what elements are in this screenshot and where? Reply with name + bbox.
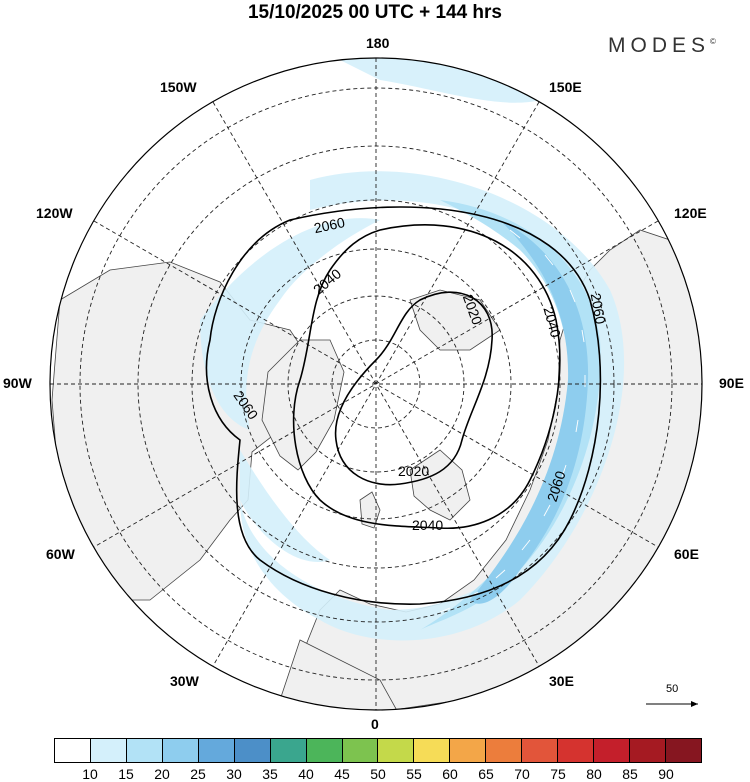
colorbar-swatch: [630, 739, 666, 762]
lon-label-60w: 60W: [46, 546, 75, 562]
jet-atlantic: [240, 450, 330, 562]
lon-label-120e: 120E: [674, 205, 707, 221]
colorbar: [54, 738, 702, 763]
colorbar-swatch: [162, 739, 199, 762]
colorbar-tick-label: 45: [334, 766, 350, 782]
colorbar-tick-label: 90: [658, 766, 674, 782]
brand-mark: ©: [710, 37, 716, 46]
colorbar-swatch: [450, 739, 487, 762]
vector-scale: [646, 701, 698, 707]
jet-band-core: [470, 220, 589, 604]
wind-vector: [561, 464, 567, 478]
colorbar-tick-label: 75: [550, 766, 566, 782]
wind-vector: [543, 504, 551, 517]
colorbar-tick-label: 80: [586, 766, 602, 782]
colorbar-swatch: [594, 739, 630, 762]
colorbar-swatch: [198, 739, 235, 762]
contour-label-2040-c: 2040: [412, 517, 443, 533]
lon-label-150w: 150W: [160, 79, 197, 95]
brand-text: MODES: [608, 34, 711, 57]
arrow-head-icon: [691, 701, 698, 707]
graticule: [50, 58, 702, 710]
colorbar-tick-label: 50: [370, 766, 386, 782]
contour-2020: [334, 291, 493, 486]
lon-label-150e: 150E: [549, 79, 582, 95]
colorbar-swatch: [126, 739, 163, 762]
modes-logo: MODES©: [608, 34, 716, 58]
wind-vector: [439, 607, 451, 613]
colorbar-tick-label: 20: [154, 766, 170, 782]
contour-label-2060-b: 2060: [588, 292, 609, 326]
colorbar-tick-label: 30: [226, 766, 242, 782]
wind-vector: [581, 329, 585, 343]
lon-label-0: 0: [371, 716, 379, 732]
map-title: 15/10/2025 00 UTC + 144 hrs: [247, 2, 503, 23]
colorbar-swatch: [234, 739, 271, 762]
lon-label-120w: 120W: [36, 205, 73, 221]
colorbar-swatch: [558, 739, 595, 762]
colorbar-tick-label: 35: [262, 766, 278, 782]
contour-2040: [292, 224, 561, 530]
lon-label-30w: 30W: [170, 673, 199, 689]
colorbar-tick-label: 40: [298, 766, 314, 782]
colorbar-swatch: [378, 739, 415, 762]
wind-vector: [469, 219, 481, 225]
lon-label-60e: 60E: [674, 546, 699, 562]
wind-vector: [521, 539, 531, 551]
lon-label-180: 180: [366, 35, 390, 51]
colorbar-ticks: 10 15 20 25 30 35 40 45 50 55 60 65 70 75 80 85 90: [54, 766, 702, 782]
colorbar-swatch: [306, 739, 343, 762]
colorbar-swatch: [486, 739, 523, 762]
colorbar-swatch: [342, 739, 379, 762]
colorbar-tick-label: 15: [118, 766, 134, 782]
colorbar-tick-label: 10: [82, 766, 98, 782]
colorbar-swatch: [270, 739, 307, 762]
colorbar-tick-label: 25: [190, 766, 206, 782]
colorbar-tick-label: 85: [622, 766, 638, 782]
map-boundary: [49, 57, 703, 711]
wind-vector: [544, 254, 554, 266]
vector-scale-label: 50: [666, 683, 679, 695]
wind-speed-shading: [200, 58, 625, 641]
wind-vector: [495, 569, 506, 579]
colorbar-tick-label: 55: [406, 766, 422, 782]
latitude-circle-80: [331, 339, 421, 429]
meridian-120e-60w: [93, 220, 659, 548]
colorbar-swatch: [665, 739, 701, 762]
colorbar-swatch: [55, 739, 91, 762]
jet-pacific-north: [340, 58, 540, 103]
colorbar-tick-label: 60: [442, 766, 458, 782]
contour-label-2040-b: 2040: [541, 305, 565, 339]
land-greenland: [261, 339, 345, 471]
colorbar-swatch: [90, 739, 127, 762]
land-scandinavia: [409, 449, 471, 521]
colorbar-tick-label: 65: [478, 766, 494, 782]
wind-vector: [575, 419, 579, 433]
colorbar-swatch: [522, 739, 559, 762]
contour-label-2060-a: 2060: [312, 214, 346, 236]
lon-label-90w: 90W: [3, 375, 32, 391]
jet-north-america: [200, 218, 380, 430]
colorbar-swatch: [414, 739, 451, 762]
lon-label-30e: 30E: [549, 673, 574, 689]
contour-2060: [205, 206, 602, 605]
colorbar-tick-label: 70: [514, 766, 530, 782]
height-contours: [205, 206, 602, 605]
wind-vector: [509, 229, 521, 239]
contour-label-2020-b: 2020: [398, 463, 429, 479]
lon-label-90e: 90E: [719, 375, 744, 391]
wind-vector: [569, 289, 576, 303]
